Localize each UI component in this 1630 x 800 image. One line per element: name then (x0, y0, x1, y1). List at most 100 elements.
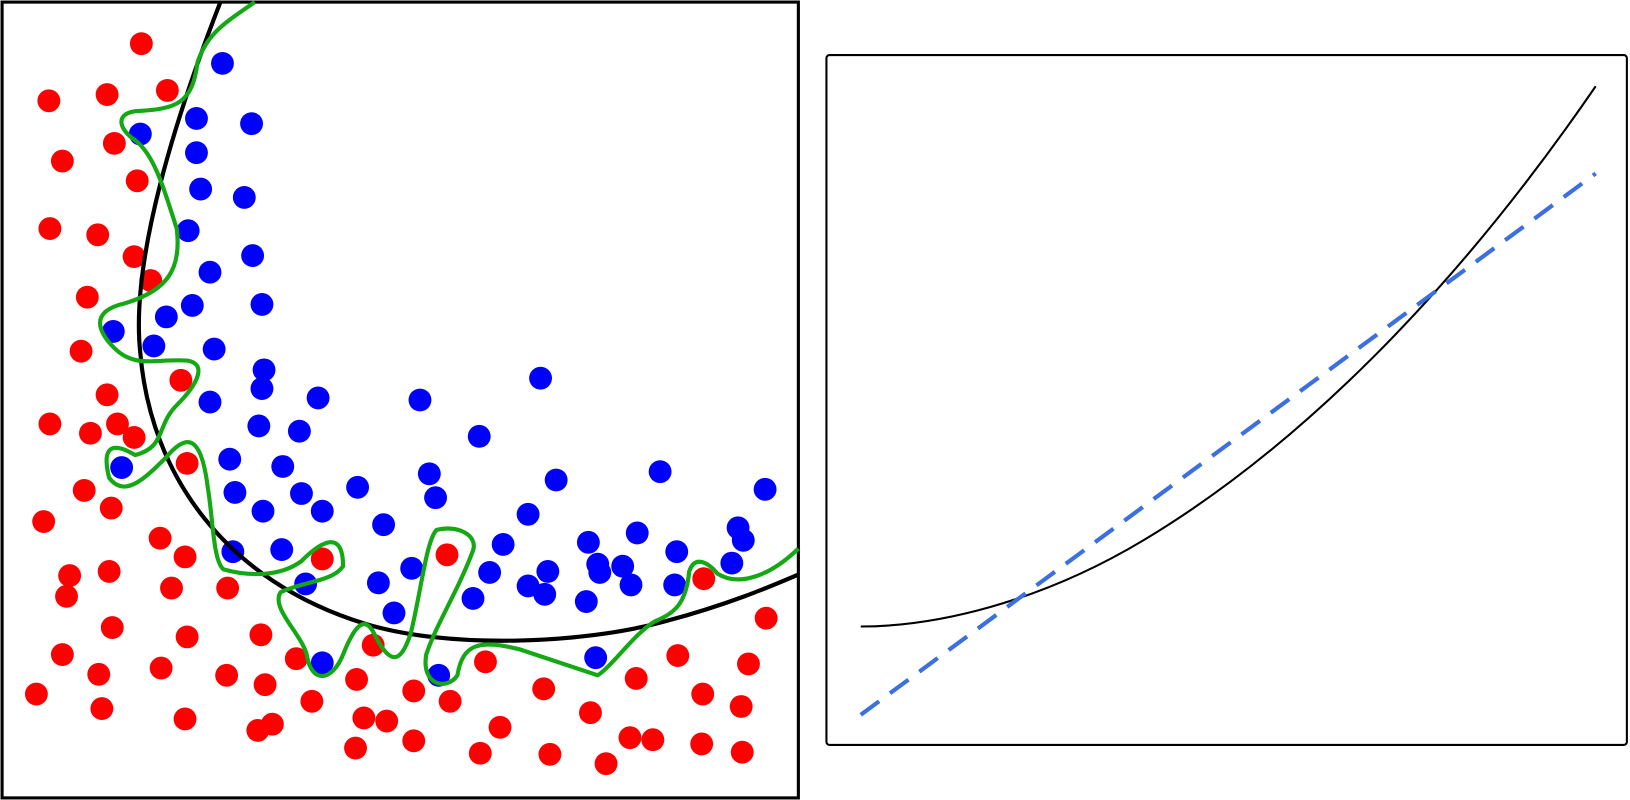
red-point (690, 732, 714, 756)
blue-point (731, 528, 755, 552)
blue-point (533, 582, 557, 606)
red-point (148, 526, 172, 550)
red-point (149, 656, 173, 680)
red-point (300, 689, 324, 713)
blue-point (619, 573, 643, 597)
blue-point (232, 185, 256, 209)
red-point (173, 707, 197, 731)
blue-point (202, 337, 226, 361)
blue-points (101, 51, 777, 687)
red-point (402, 679, 426, 703)
blue-point (142, 334, 166, 358)
blue-point (461, 587, 485, 610)
red-point (160, 576, 183, 600)
blue-point (271, 455, 295, 478)
classification-panel (0, 0, 800, 800)
red-point (216, 576, 240, 600)
blue-point (584, 646, 608, 670)
blue-point (467, 424, 491, 448)
blue-point (478, 561, 502, 584)
blue-point (110, 456, 134, 479)
blue-point (611, 554, 635, 578)
red-point (122, 425, 146, 449)
blue-point (588, 561, 612, 584)
blue-point (287, 419, 311, 443)
red-point (75, 285, 99, 309)
red-point (72, 478, 96, 502)
red-point (97, 560, 121, 583)
red-point (175, 451, 199, 475)
red-point (122, 245, 146, 269)
red-point (32, 510, 56, 533)
blue-point (270, 538, 294, 562)
blue-point (408, 388, 432, 412)
red-point (474, 650, 497, 674)
red-point (594, 752, 618, 776)
linear-fit (859, 171, 1597, 717)
panel-frame (825, 54, 1628, 746)
smooth-boundary (136, 1, 800, 643)
red-point (344, 736, 367, 760)
blue-point (290, 482, 313, 505)
red-point (402, 729, 426, 753)
blue-point (180, 294, 204, 317)
red-point (155, 78, 179, 102)
blue-point (424, 486, 448, 510)
red-point (175, 625, 199, 649)
red-point (310, 547, 334, 571)
blue-point (491, 532, 515, 556)
blue-point (310, 651, 334, 675)
red-point (468, 741, 492, 765)
blue-point (366, 571, 390, 595)
red-point (754, 606, 778, 630)
blue-point (176, 219, 200, 243)
red-point (99, 496, 123, 520)
red-point (691, 682, 715, 706)
blue-point (346, 475, 370, 499)
red-point (641, 728, 665, 752)
red-point (666, 644, 690, 668)
red-point (692, 567, 716, 591)
blue-point (516, 502, 540, 526)
red-point (435, 543, 459, 567)
blue-point (576, 530, 600, 554)
blue-point (625, 521, 649, 545)
red-points (24, 32, 778, 776)
blue-point (252, 358, 276, 382)
red-point (538, 742, 562, 766)
blue-point (536, 560, 560, 583)
blue-point (400, 556, 424, 580)
red-point (730, 740, 754, 764)
blue-point (218, 447, 242, 471)
red-point (58, 564, 82, 588)
blue-point (185, 141, 208, 165)
blue-point (198, 260, 222, 284)
red-point (260, 712, 284, 736)
red-point (106, 412, 129, 436)
red-point (173, 545, 197, 569)
red-point (50, 149, 74, 173)
blue-point (223, 481, 247, 504)
red-point (100, 616, 124, 639)
red-point (215, 663, 239, 687)
red-point (90, 697, 114, 720)
red-point (37, 89, 61, 113)
overfit-boundary (97, 0, 800, 686)
blue-point (663, 573, 687, 597)
red-point (50, 643, 74, 666)
red-point (24, 682, 48, 706)
regression-panel (825, 54, 1628, 746)
red-point (102, 131, 126, 155)
blue-point (241, 244, 265, 268)
red-point (345, 668, 368, 691)
blue-point (372, 513, 396, 537)
blue-point (417, 462, 441, 486)
red-point (352, 706, 376, 730)
blue-point (529, 366, 552, 390)
blue-point (250, 377, 274, 400)
red-point (69, 339, 93, 363)
blue-point (211, 51, 234, 75)
red-point (129, 32, 153, 56)
